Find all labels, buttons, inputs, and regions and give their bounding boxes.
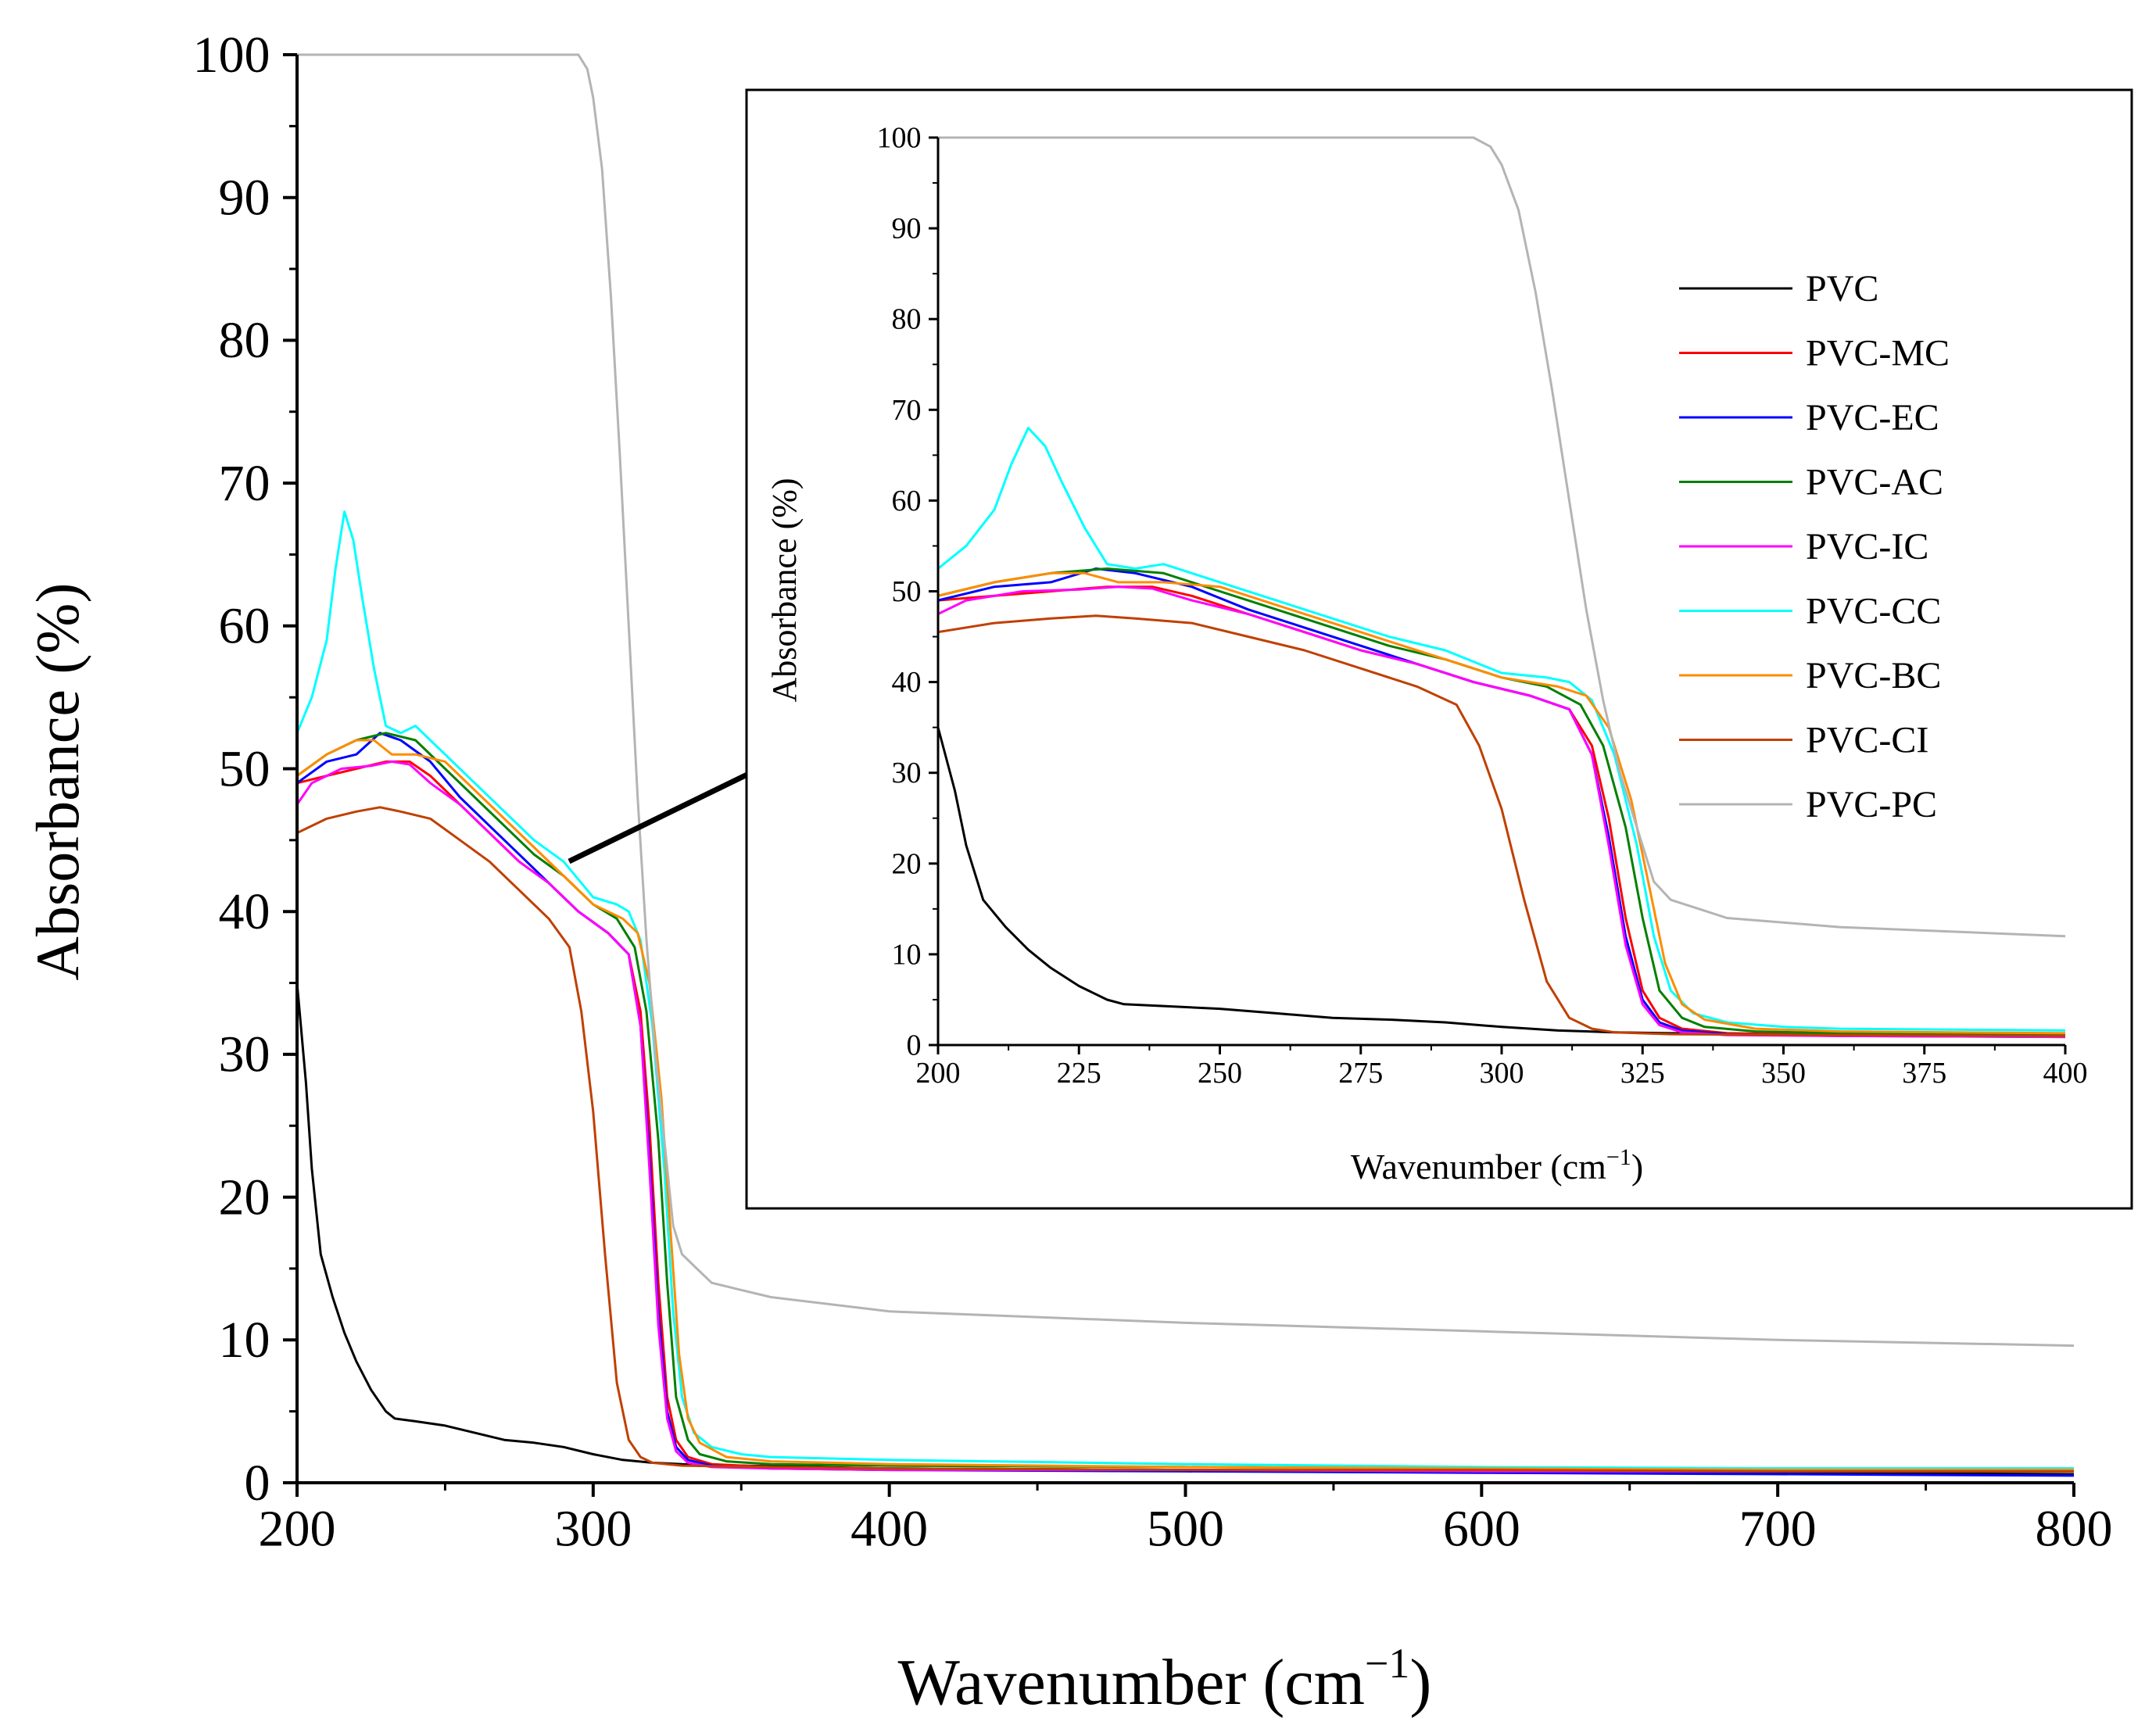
inset-y-tick-label: 60 bbox=[892, 485, 922, 517]
main-series-pvc-ci bbox=[297, 806, 2074, 1473]
main-y-tick-label: 60 bbox=[219, 598, 270, 655]
main-series-pvc-ac bbox=[297, 732, 2074, 1470]
main-axes bbox=[295, 55, 2074, 1484]
legend-item: PVC-MC bbox=[1679, 333, 1950, 374]
inset-series-pvc-ci bbox=[938, 614, 2066, 1037]
inset-y-tick-label: 10 bbox=[892, 938, 922, 971]
inset-plot: 200 225 250 275 300 325 350 375 400 0 10 20 30 40 50 60… bbox=[745, 88, 2133, 1210]
inset-x-tick-label: 325 bbox=[1620, 1057, 1665, 1090]
inset-series-pvc bbox=[938, 727, 2066, 1037]
inset-x-axis-title: Wavenumber (cm−1) bbox=[1351, 1144, 1643, 1187]
main-y-tick-label: 0 bbox=[245, 1455, 270, 1512]
main-series-group bbox=[297, 53, 2074, 1477]
inset-series-pvc-pc bbox=[938, 136, 2066, 938]
legend-item: PVC-EC bbox=[1679, 397, 1939, 438]
legend-label: PVC-CI bbox=[1806, 720, 1928, 761]
main-y-tick-label: 50 bbox=[219, 740, 270, 797]
main-series-pvc-bc bbox=[297, 739, 2074, 1472]
inset-x-tick-label: 375 bbox=[1902, 1057, 1946, 1090]
main-y-tick-label: 80 bbox=[219, 312, 270, 369]
main-x-axis-title: Wavenumber (cm−1) bbox=[898, 1640, 1432, 1719]
main-y-tick-label: 40 bbox=[219, 883, 270, 940]
legend-item: PVC-BC bbox=[1679, 655, 1941, 696]
legend-label: PVC-BC bbox=[1806, 655, 1941, 696]
inset-axes bbox=[936, 138, 2065, 1047]
main-plot: 200 300 400 500 600 700 8000102030405060708090… bbox=[23, 27, 2113, 1719]
inset-x-tick-label: 250 bbox=[1198, 1057, 1242, 1090]
legend-label: PVC-AC bbox=[1806, 462, 1943, 503]
main-x-tick-label: 700 bbox=[1739, 1501, 1817, 1558]
legend-label: PVC-MC bbox=[1806, 333, 1950, 374]
main-x-tick-label: 800 bbox=[2036, 1501, 2113, 1558]
main-x-axis-title-text: Wavenumber (cm bbox=[898, 1646, 1365, 1719]
inset-x-tick-label: 300 bbox=[1480, 1057, 1524, 1090]
main-x-tick-label: 200 bbox=[259, 1501, 336, 1558]
main-y-tick-label: 100 bbox=[193, 27, 270, 84]
inset-y-tick-label: 50 bbox=[892, 575, 922, 608]
legend-label: PVC-IC bbox=[1806, 526, 1928, 567]
inset-y-tick-label: 30 bbox=[892, 757, 922, 789]
inset-x-tick-label: 225 bbox=[1057, 1057, 1101, 1090]
inset-series-group bbox=[938, 136, 2066, 1039]
legend-label: PVC-CC bbox=[1806, 591, 1941, 632]
main-y-tick-label: 70 bbox=[219, 455, 270, 512]
inset-x-tick-label: 400 bbox=[2043, 1057, 2088, 1090]
main-y-tick-label: 30 bbox=[219, 1026, 270, 1083]
main-series-pvc-cc bbox=[297, 510, 2074, 1470]
inset-series-pvc-bc bbox=[938, 571, 2066, 1035]
main-y-axis-title: Absorbance (%) bbox=[23, 583, 91, 981]
inset-y-tick-label: 80 bbox=[892, 303, 922, 336]
inset-x-axis-title-sup: −1 bbox=[1606, 1144, 1631, 1170]
main-x-tick-label: 400 bbox=[850, 1501, 928, 1558]
inset-y-tick-label: 40 bbox=[892, 666, 922, 699]
inset-series-pvc-cc bbox=[938, 427, 2066, 1032]
main-x-tick-label: 500 bbox=[1147, 1501, 1224, 1558]
main-x-tick-label: 600 bbox=[1443, 1501, 1520, 1558]
inset-x-tick-label: 200 bbox=[916, 1057, 961, 1090]
legend-item: PVC-CI bbox=[1679, 720, 1928, 761]
main-series-pvc-ic bbox=[297, 760, 2074, 1473]
legend-label: PVC bbox=[1806, 268, 1878, 310]
inset-x-tick-label: 350 bbox=[1761, 1057, 1806, 1090]
inset-y-tick-label: 20 bbox=[892, 847, 922, 880]
inset-x-tick-label: 275 bbox=[1338, 1057, 1383, 1090]
inset-y-tick-label: 90 bbox=[892, 213, 922, 245]
legend-label: PVC-EC bbox=[1806, 397, 1939, 438]
main-x-axis-title-sup: −1 bbox=[1365, 1640, 1409, 1687]
legend: PVC PVC-MC PVC-EC PVC-AC PVC-IC PVC-CC PVC-BC P… bbox=[1679, 268, 1950, 825]
legend-item: PVC-AC bbox=[1679, 462, 1943, 503]
inset-y-axis-title: Absorbance (%) bbox=[765, 478, 804, 702]
legend-label: PVC-PC bbox=[1806, 784, 1937, 825]
main-x-tick-label: 300 bbox=[554, 1501, 632, 1558]
main-series-pvc-pc bbox=[297, 53, 2074, 1348]
inset-x-axis-title-text: Wavenumber (cm bbox=[1351, 1147, 1606, 1187]
inset-series-pvc-ic bbox=[938, 585, 2066, 1039]
legend-item: PVC bbox=[1679, 268, 1878, 310]
main-y-tick-label: 90 bbox=[219, 169, 270, 226]
inset-axis-ticks: 200 225 250 275 300 325 350 375 400 0 10 20 30 40 50 60… bbox=[877, 122, 2088, 1090]
main-y-tick-label: 10 bbox=[219, 1312, 270, 1369]
main-y-tick-label: 20 bbox=[219, 1169, 270, 1226]
main-axis-ticks: 200 300 400 500 600 700 8000102030405060708090… bbox=[193, 27, 2113, 1558]
inset-y-tick-label: 100 bbox=[877, 122, 922, 155]
legend-item: PVC-PC bbox=[1679, 784, 1937, 825]
legend-item: PVC-CC bbox=[1679, 591, 1941, 632]
inset-y-tick-label: 70 bbox=[892, 394, 922, 427]
main-x-axis-title-close: ) bbox=[1409, 1646, 1431, 1719]
legend-item: PVC-IC bbox=[1679, 526, 1928, 567]
inset-y-tick-label: 0 bbox=[907, 1029, 922, 1062]
inset-x-axis-title-close: ) bbox=[1631, 1147, 1643, 1187]
